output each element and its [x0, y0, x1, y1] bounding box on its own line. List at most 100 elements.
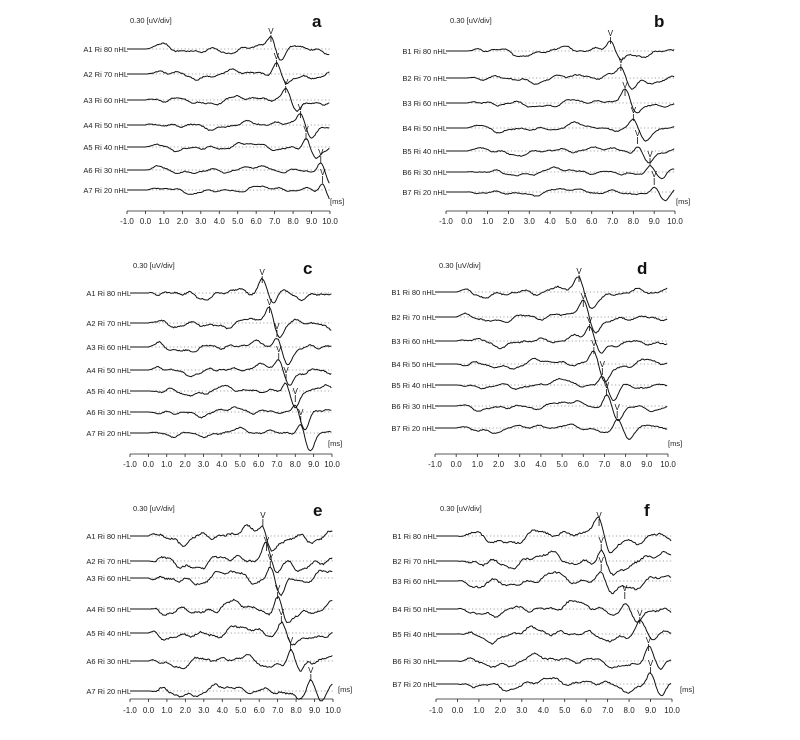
wave-v-marker: V	[283, 366, 289, 375]
trace-1: B1 Ri 80 nHL V	[391, 267, 668, 309]
trace-label: A3 Ri 60 nHL	[86, 574, 131, 583]
waveform-line	[436, 672, 672, 697]
wave-v-marker: V	[260, 268, 266, 277]
trace-1: B1 Ri 80 nHL V	[402, 29, 675, 61]
waveform-line	[446, 88, 675, 114]
waveform-line	[127, 162, 330, 184]
wave-v-marker: V	[647, 150, 653, 159]
x-tick-label: -1.0	[429, 706, 443, 715]
x-tick-label: 1.0	[473, 706, 485, 715]
wave-v-marker: V	[599, 556, 605, 565]
trace-3: A3 Ri 60 nHL V	[83, 78, 330, 113]
trace-4: A4 Ri 50 nHL V	[83, 103, 330, 139]
wave-v-marker: V	[303, 125, 309, 134]
x-tick-label: 3.0	[198, 460, 210, 469]
waveform-line	[127, 87, 330, 113]
x-tick-label: 7.0	[271, 460, 283, 469]
x-tick-label: 10.0	[324, 460, 340, 469]
panel-letter: a	[312, 12, 322, 31]
x-tick-label: 7.0	[269, 217, 281, 226]
x-tick-label: 8.0	[620, 460, 632, 469]
waveform-line	[127, 138, 330, 160]
wave-v-marker: V	[274, 52, 280, 61]
x-unit-label: [ms]	[668, 439, 682, 448]
wave-v-marker: V	[614, 403, 620, 412]
trace-label: B7 Ri 20 nHL	[391, 424, 436, 433]
x-tick-label: 2.0	[180, 460, 192, 469]
trace-7: A7 Ri 20 nHL V	[83, 168, 330, 200]
trace-label: B3 Ri 60 nHL	[392, 577, 437, 586]
x-tick-label: 7.0	[602, 706, 614, 715]
wave-v-marker: V	[264, 536, 270, 545]
x-tick-label: 0.0	[452, 706, 464, 715]
wave-v-marker: V	[298, 103, 304, 112]
wave-v-marker: V	[308, 666, 314, 675]
trace-label: A2 Ri 70 nHL	[83, 70, 128, 79]
trace-label: B7 Ri 20 nHL	[392, 680, 437, 689]
wave-v-marker: V	[298, 408, 304, 417]
wave-v-marker: V	[318, 148, 324, 157]
scale-label: 0.30 [uV/div]	[130, 16, 172, 25]
wave-v-marker: V	[276, 345, 282, 354]
x-tick-label: 1.0	[482, 217, 494, 226]
x-tick-label: 2.0	[180, 706, 192, 715]
waveform-line	[130, 523, 333, 552]
waveform-line	[446, 146, 675, 164]
waveform-line	[127, 112, 330, 139]
x-tick-label: 3.0	[514, 460, 526, 469]
waveform-line	[446, 40, 675, 61]
wave-v-marker: V	[622, 81, 628, 90]
waveform-line	[130, 621, 333, 646]
trace-label: B4 Ri 50 nHL	[402, 124, 447, 133]
waveform-line	[130, 382, 332, 409]
trace-label: A7 Ri 20 nHL	[83, 186, 128, 195]
trace-label: B5 Ri 40 nHL	[402, 147, 447, 156]
trace-5: A5 Ri 40 nHL V	[86, 366, 332, 409]
trace-label: A6 Ri 30 nHL	[86, 657, 131, 666]
x-unit-label: [ms]	[328, 439, 342, 448]
wave-v-marker: V	[608, 29, 614, 38]
wave-v-marker: V	[622, 584, 628, 593]
wave-v-marker: V	[596, 511, 602, 520]
waveform-line	[130, 679, 333, 702]
waveform-line	[435, 418, 668, 441]
trace-5: A5 Ri 40 nHL V	[86, 608, 333, 646]
x-tick-label: 6.0	[586, 217, 598, 226]
waveform-line	[436, 571, 672, 595]
trace-label: B5 Ri 40 nHL	[391, 381, 436, 390]
x-tick-label: 6.0	[253, 460, 265, 469]
trace-label: B1 Ri 80 nHL	[392, 532, 437, 541]
wave-v-marker: V	[576, 267, 582, 276]
trace-label: A1 Ri 80 nHL	[86, 289, 131, 298]
panel-d: 0.30 [uV/div] d B1 Ri 80 nHL V B2 Ri 70 nHL V…	[391, 259, 682, 469]
trace-7: B7 Ri 20 nHL V	[392, 659, 672, 697]
wave-v-marker: V	[283, 78, 289, 87]
trace-2: B2 Ri 70 nHL V	[391, 292, 668, 334]
x-tick-label: 6.0	[581, 706, 593, 715]
x-tick-label: 1.0	[161, 706, 173, 715]
x-tick-label: 5.0	[565, 217, 577, 226]
trace-label: B6 Ri 30 nHL	[402, 168, 447, 177]
x-tick-label: 8.0	[628, 217, 640, 226]
wave-v-marker: V	[648, 659, 654, 668]
x-tick-label: 8.0	[291, 706, 303, 715]
trace-label: A5 Ri 40 nHL	[86, 629, 131, 638]
trace-label: B2 Ri 70 nHL	[402, 74, 447, 83]
wave-v-marker: V	[637, 609, 643, 618]
wave-v-marker: V	[320, 168, 326, 177]
waveform-line	[436, 516, 672, 554]
wave-v-marker: V	[631, 106, 637, 115]
trace-label: A7 Ri 20 nHL	[86, 687, 131, 696]
x-unit-label: [ms]	[338, 685, 352, 694]
x-tick-label: 2.0	[495, 706, 507, 715]
waveform-line	[446, 118, 675, 142]
x-tick-label: -1.0	[120, 217, 134, 226]
trace-1: A1 Ri 80 nHL V	[83, 27, 330, 61]
trace-label: A3 Ri 60 nHL	[86, 343, 131, 352]
wave-v-marker: V	[635, 129, 641, 138]
trace-label: A5 Ri 40 nHL	[83, 143, 128, 152]
trace-label: A1 Ri 80 nHL	[83, 45, 128, 54]
trace-label: B3 Ri 60 nHL	[391, 337, 436, 346]
